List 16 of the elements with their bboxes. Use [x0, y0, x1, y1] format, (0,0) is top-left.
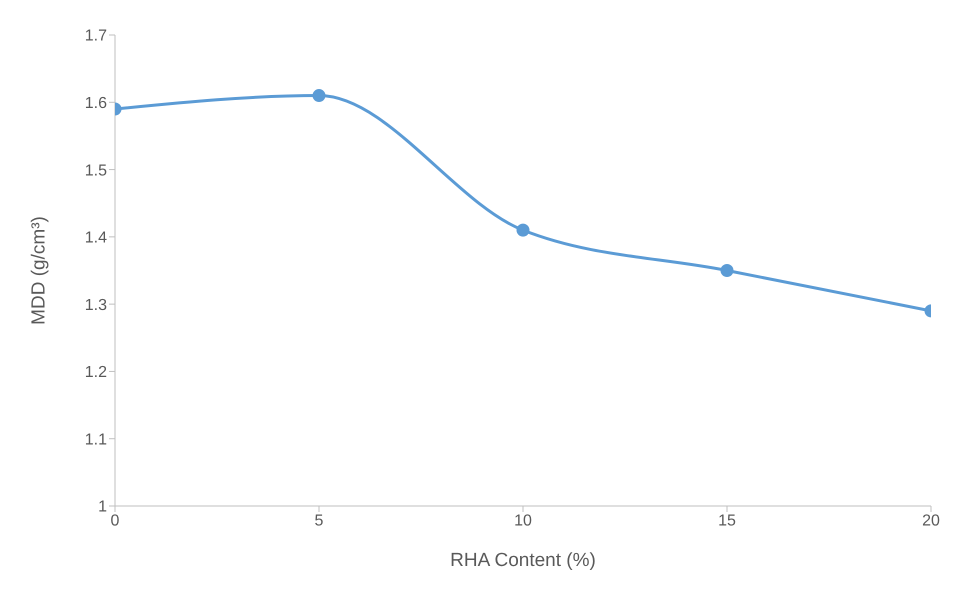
x-tick-label: 15: [718, 512, 736, 530]
x-tick-label: 10: [514, 512, 532, 530]
y-tick-label: 1.4: [84, 230, 108, 247]
x-tick-label: 5: [314, 512, 324, 530]
x-tick-label: 20: [922, 512, 940, 530]
y-tick-label: 1.7: [84, 28, 108, 45]
y-axis-title: MDD (g/cm³): [28, 216, 50, 325]
point: [516, 224, 530, 237]
y-tick-label: 1.2: [84, 364, 108, 382]
y-tick-label: 1.1: [84, 431, 108, 448]
y-tick-label: 1.5: [84, 162, 108, 180]
y-tick-label: 1.3: [84, 296, 108, 314]
y-tick-label: 1: [98, 498, 108, 516]
x-tick-label: 0: [110, 512, 120, 530]
x-axis-title: RHA Content (%): [450, 550, 596, 571]
y-tick-label: 1.6: [84, 94, 108, 112]
